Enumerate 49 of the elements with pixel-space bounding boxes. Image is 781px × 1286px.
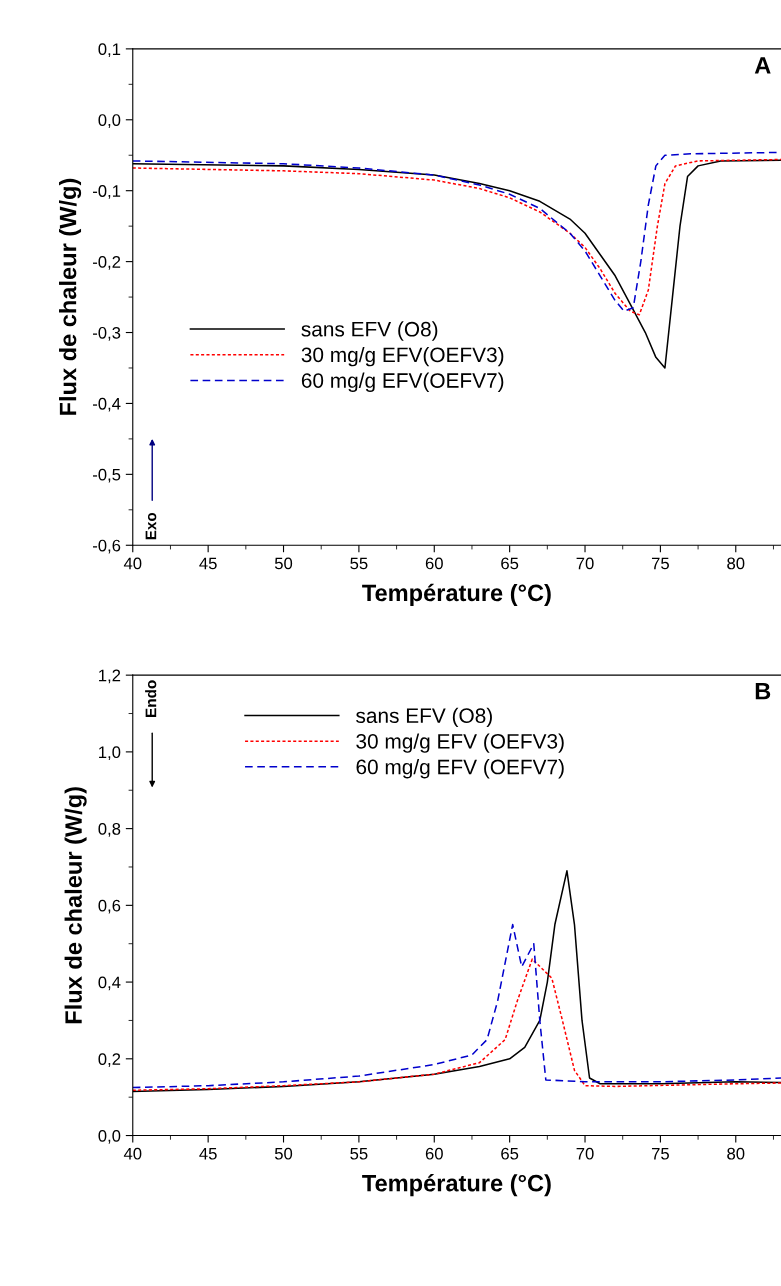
legend-label: 30 mg/g EFV (OEFV3)	[356, 733, 564, 753]
y-tick-label: 1,0	[99, 746, 121, 761]
x-tick-label: 55	[350, 557, 368, 570]
y-tick-label: -0,5	[92, 468, 121, 483]
x-tick-label: 65	[501, 557, 519, 570]
x-tick-label: 55	[350, 1147, 368, 1160]
y-tick-label: 0,1	[98, 43, 121, 58]
y-tick-label: -0,6	[92, 539, 121, 554]
y-tick-label: -0,4	[92, 397, 121, 412]
legend-label: 60 mg/g EFV (OEFV7)	[356, 759, 564, 779]
y-tick-label: 1,2	[99, 669, 121, 684]
x-tick-label: 60	[425, 557, 443, 570]
legend-label: sans EFV (O8)	[301, 321, 438, 341]
x-tick-label: 70	[576, 1147, 594, 1160]
x-tick-label: 70	[576, 557, 594, 570]
y-tick-label: -0,1	[92, 185, 121, 199]
y-tick-label: -0,2	[92, 256, 121, 270]
line-series	[132, 958, 781, 1092]
x-tick-label: 40	[123, 557, 142, 570]
y-tick-label: 0,0	[98, 114, 121, 128]
x-axis-title: Température (°C)	[362, 1173, 551, 1197]
y-tick-label: 0,4	[98, 976, 121, 991]
x-tick-label: 45	[199, 557, 217, 570]
y-tick-label: 0,0	[98, 1129, 121, 1144]
x-tick-label: 75	[651, 557, 669, 570]
x-tick-label: 50	[274, 557, 293, 570]
y-tick-label: 0,6	[98, 899, 121, 914]
y-tick-label: 0,2	[98, 1053, 121, 1067]
x-tick-label: 80	[727, 1147, 745, 1160]
annotation: Endo	[145, 680, 157, 717]
y-tick-label: 0,8	[98, 823, 121, 837]
legend-label: 30 mg/g EFV(OEFV3)	[301, 346, 504, 367]
line-series	[132, 923, 781, 1089]
x-tick-label: 60	[425, 1147, 443, 1160]
y-axis-title: Flux de chaleur (W/g)	[59, 178, 82, 415]
annotation: A	[754, 57, 771, 74]
x-tick-label: 80	[727, 557, 745, 570]
y-axis-title: Flux de chaleur (W/g)	[64, 787, 87, 1024]
annotation: B	[755, 682, 771, 700]
x-tick-label: 75	[651, 1147, 669, 1160]
x-tick-label: 40	[123, 1147, 142, 1160]
legend-label: 60 mg/g EFV(OEFV7)	[301, 372, 504, 393]
legend-label: sans EFV (O8)	[356, 707, 492, 728]
x-axis-title: Température (°C)	[362, 583, 551, 606]
y-tick-label: -0,3	[92, 326, 121, 341]
x-tick-label: 50	[274, 1147, 293, 1160]
annotation: Exo	[145, 512, 157, 540]
x-tick-label: 45	[199, 1147, 217, 1160]
x-tick-label: 65	[501, 1147, 519, 1160]
